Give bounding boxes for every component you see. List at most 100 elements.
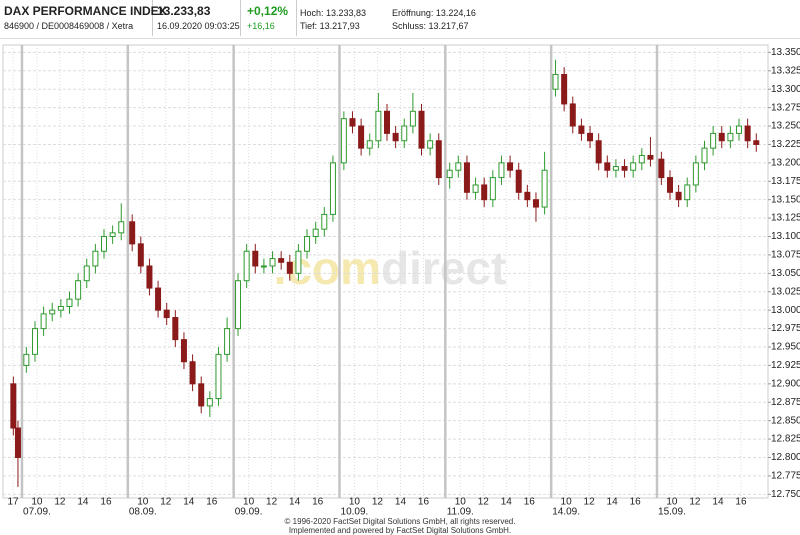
y-tick-label: 13.200: [771, 157, 800, 168]
candle-body: [498, 162, 505, 179]
change-cell: +0,12% +16,16: [241, 0, 297, 36]
candle-body: [109, 232, 116, 238]
candle-body: [304, 236, 311, 252]
candle-body: [137, 243, 144, 267]
candle-body: [172, 317, 179, 341]
y-tick-label: 12.825: [771, 434, 800, 445]
x-tick-label: 12: [584, 497, 596, 508]
candle-body: [427, 140, 434, 149]
candle-body: [155, 287, 162, 311]
x-tick-label: 16: [524, 497, 536, 508]
y-tick-label: 13.300: [771, 84, 800, 95]
candle-body: [463, 162, 470, 193]
candle-body: [358, 125, 365, 149]
y-tick-label: 12.850: [771, 415, 800, 426]
x-tick-label: 14: [395, 497, 407, 508]
price-cell: 13.233,83 16.09.2020 09:03:25: [153, 0, 241, 36]
x-tick-label: 12: [689, 497, 701, 508]
candle-body: [455, 162, 462, 171]
x-tick-label: 12: [478, 497, 490, 508]
candle-body: [621, 166, 628, 171]
x-tick-label: 12: [266, 497, 278, 508]
candle-body: [215, 353, 222, 400]
candle-body: [710, 132, 717, 149]
y-tick-label: 13.175: [771, 176, 800, 187]
y-tick-label: 12.975: [771, 323, 800, 334]
candle-body: [129, 221, 136, 245]
instrument-ids: 846900 / DE0008469008 / Xetra: [4, 21, 134, 31]
y-tick-label: 12.800: [771, 452, 800, 463]
candle-body: [435, 140, 442, 179]
x-tick-label: 17: [7, 497, 19, 508]
y-tick-label: 12.750: [771, 489, 800, 500]
y-tick-label: 13.150: [771, 194, 800, 205]
candle-body: [14, 427, 21, 458]
candle-body: [561, 73, 568, 105]
candle-body: [206, 398, 213, 407]
candle-body: [235, 280, 242, 330]
prev-close: Schluss: 13.217,67: [392, 21, 469, 31]
x-tick-label: 14: [501, 497, 513, 508]
y-tick-label: 13.275: [771, 102, 800, 113]
watermark: .comdirect: [274, 242, 507, 294]
candle-body: [349, 118, 356, 127]
candle-body: [753, 140, 760, 145]
date-label: 09.09.: [235, 507, 263, 518]
candle-body: [375, 110, 382, 142]
x-tick-label: 12: [372, 497, 384, 508]
candle-body: [692, 162, 699, 186]
candle-body: [224, 328, 231, 355]
y-tick-label: 13.125: [771, 213, 800, 224]
x-tick-label: 10: [666, 497, 678, 508]
candle-body: [446, 169, 453, 179]
instrument-name: DAX PERFORMANCE INDEX: [4, 4, 167, 18]
candle-body: [49, 309, 56, 315]
x-tick-label: 10: [349, 497, 361, 508]
timestamp: 16.09.2020 09:03:25: [157, 21, 240, 31]
x-tick-label: 10: [137, 497, 149, 508]
date-label: 15.09.: [658, 507, 686, 518]
day-low: Tief: 13.217,93: [300, 21, 360, 31]
candle-body: [569, 103, 576, 127]
candle-body: [23, 353, 30, 366]
candle-body: [638, 154, 645, 164]
candle-body: [647, 154, 654, 160]
candle-body: [269, 258, 276, 267]
powered-by: Implemented and powered by FactSet Digit…: [288, 526, 512, 535]
x-tick-label: 16: [206, 497, 218, 508]
candle-body: [744, 125, 751, 142]
x-tick-label: 10: [31, 497, 43, 508]
x-tick-label: 16: [630, 497, 642, 508]
candle-body: [57, 305, 64, 311]
candle-body: [524, 191, 531, 201]
candle-body: [383, 110, 390, 134]
x-tick-label: 16: [100, 497, 112, 508]
y-tick-label: 12.775: [771, 471, 800, 482]
candle-body: [578, 125, 585, 134]
candle-body: [392, 132, 399, 142]
candle-body: [146, 265, 153, 289]
x-tick-label: 14: [289, 497, 301, 508]
candle-body: [541, 169, 548, 208]
day-high: Hoch: 13.233,83: [300, 8, 367, 18]
candle-body: [66, 298, 73, 307]
candle-body: [630, 162, 637, 171]
y-tick-label: 13.325: [771, 65, 800, 76]
candle-body: [75, 280, 82, 300]
copyright: © 1996-2020 FactSet Digital Solutions Gm…: [284, 517, 516, 526]
candle-body: [10, 383, 17, 429]
candle-body: [180, 339, 187, 363]
y-tick-label: 12.900: [771, 378, 800, 389]
x-tick-label: 14: [77, 497, 89, 508]
y-tick-label: 13.225: [771, 139, 800, 150]
date-label: 10.09.: [341, 507, 369, 518]
candle-body: [587, 132, 594, 142]
candle-body: [515, 169, 522, 193]
x-tick-label: 12: [160, 497, 172, 508]
candle-body: [718, 132, 725, 142]
plot-frame: [2, 44, 769, 499]
candle-body: [401, 125, 408, 142]
candle-body: [604, 162, 611, 171]
x-tick-label: 16: [418, 497, 430, 508]
